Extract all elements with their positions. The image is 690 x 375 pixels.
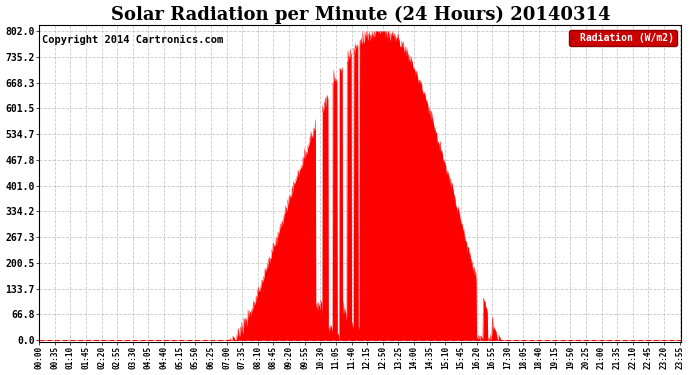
Legend: Radiation (W/m2): Radiation (W/m2) — [569, 30, 677, 46]
Text: Copyright 2014 Cartronics.com: Copyright 2014 Cartronics.com — [42, 35, 224, 45]
Title: Solar Radiation per Minute (24 Hours) 20140314: Solar Radiation per Minute (24 Hours) 20… — [110, 6, 610, 24]
